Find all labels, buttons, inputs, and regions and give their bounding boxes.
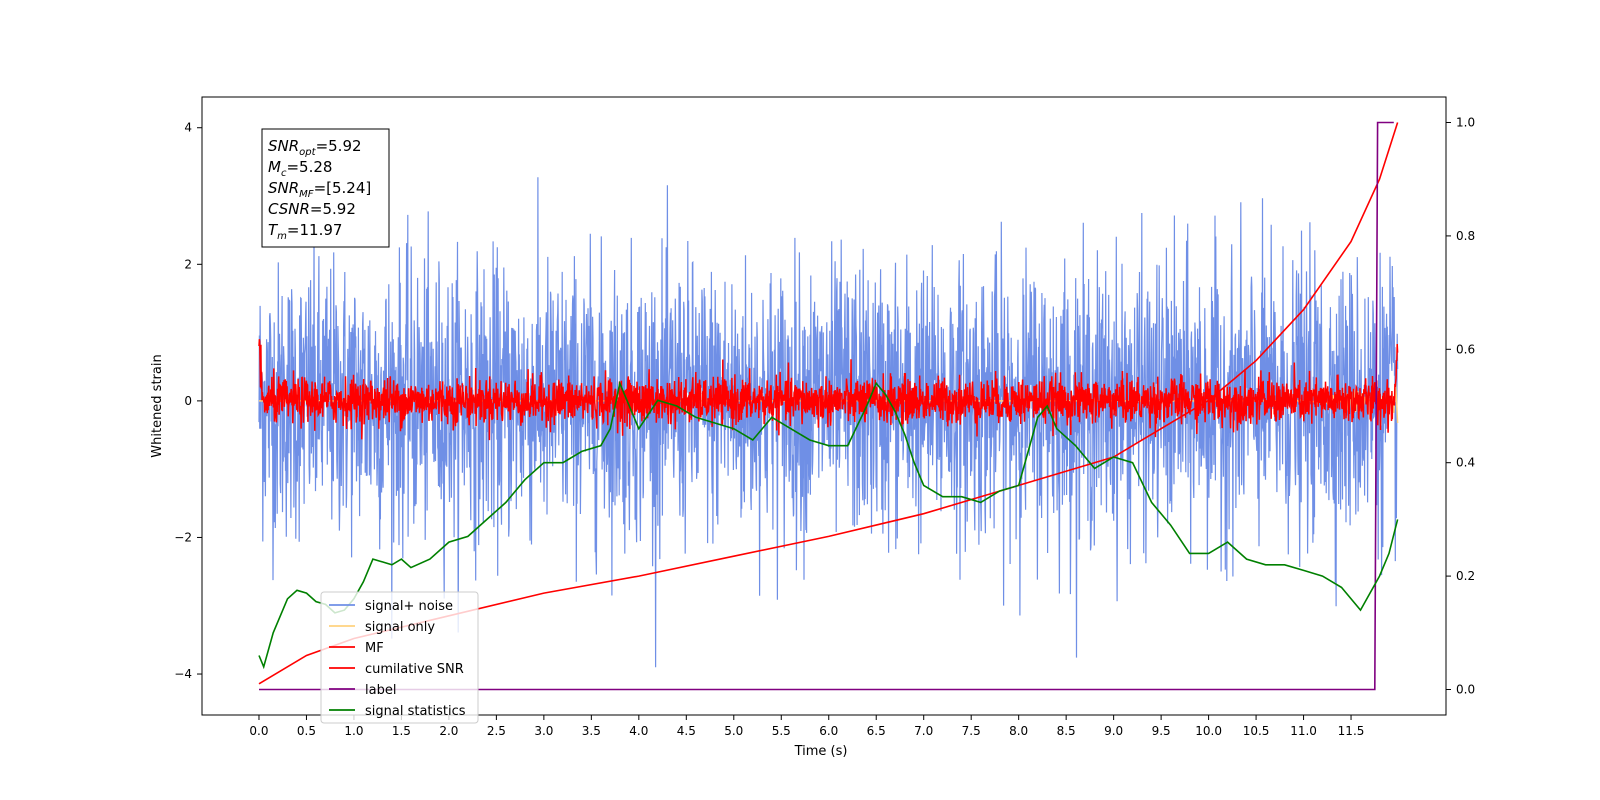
y2-tick-label: 0.0 <box>1456 682 1475 696</box>
x-tick-label: 4.0 <box>629 724 648 738</box>
legend-label: cumilative SNR <box>365 662 464 677</box>
annotation-line: Mc=5.28 <box>268 158 332 179</box>
annotation-frame <box>261 128 390 248</box>
legend-label: signal statistics <box>365 704 466 719</box>
series-signal-statistics <box>258 380 1399 670</box>
x-axis-label: Time (s) <box>794 744 848 759</box>
x-axis: 0.0 0.5 1.0 1.5 2.0 2.5 3.0 3.5 4.0 4.5 5.0 5.5 6.0 6… <box>249 715 1364 738</box>
x-tick-label: 11.0 <box>1290 724 1317 738</box>
y2-tick-label: 1.0 <box>1456 116 1475 130</box>
y-tick-label: 0 <box>184 394 192 408</box>
y-tick-label: −4 <box>174 667 192 681</box>
y-tick-label: 2 <box>184 257 192 271</box>
legend: signal+ noise signal only MF cumilative SNR… <box>320 591 479 724</box>
x-tick-label: 10.0 <box>1195 724 1222 738</box>
x-tick-label: 3.0 <box>534 724 553 738</box>
x-tick-label: 10.5 <box>1243 724 1270 738</box>
x-tick-label: 6.5 <box>867 724 886 738</box>
y2-tick-label: 0.2 <box>1456 569 1475 583</box>
annotation-line: CSNR=5.92 <box>268 200 356 218</box>
series-label <box>259 121 1394 691</box>
y-tick-label: 4 <box>184 121 192 135</box>
y-axis-right: 1.0 0.8 0.6 0.4 0.2 0.0 <box>1446 116 1475 696</box>
x-tick-label: 2.5 <box>487 724 506 738</box>
x-tick-label: 2.0 <box>439 724 458 738</box>
x-tick-label: 9.5 <box>1152 724 1171 738</box>
annotation-line: Tm=11.97 <box>268 221 342 242</box>
x-tick-label: 7.0 <box>914 724 933 738</box>
y2-tick-label: 0.4 <box>1456 456 1475 470</box>
y2-tick-label: 0.6 <box>1456 342 1475 356</box>
x-tick-label: 7.5 <box>962 724 981 738</box>
x-tick-label: 1.0 <box>344 724 363 738</box>
legend-label: label <box>365 683 396 698</box>
x-tick-label: 9.0 <box>1104 724 1123 738</box>
x-tick-label: 11.5 <box>1338 724 1365 738</box>
x-tick-label: 4.5 <box>677 724 696 738</box>
x-tick-label: 5.5 <box>772 724 791 738</box>
y-axis-left: 4 2 0 −2 −4 <box>174 121 202 681</box>
legend-label: signal only <box>365 620 435 635</box>
x-tick-label: 5.0 <box>724 724 743 738</box>
x-tick-label: 0.0 <box>249 724 268 738</box>
y-tick-label: −2 <box>174 530 192 544</box>
legend-label: MF <box>365 641 384 656</box>
y2-tick-label: 0.8 <box>1456 229 1475 243</box>
series-mf <box>258 339 1399 441</box>
x-tick-label: 6.0 <box>819 724 838 738</box>
x-tick-label: 8.0 <box>1009 724 1028 738</box>
legend-frame <box>320 591 479 724</box>
x-tick-label: 1.5 <box>392 724 411 738</box>
x-tick-label: 8.5 <box>1057 724 1076 738</box>
x-tick-label: 3.5 <box>582 724 601 738</box>
x-tick-label: 0.5 <box>297 724 316 738</box>
legend-label: signal+ noise <box>365 599 453 614</box>
y-axis-label: Whitened strain <box>150 354 165 457</box>
annotation-line: SNRMF=[5.24] <box>268 179 371 200</box>
annotation-line: SNRopt=5.92 <box>268 137 362 158</box>
plot-frame <box>201 96 1447 716</box>
